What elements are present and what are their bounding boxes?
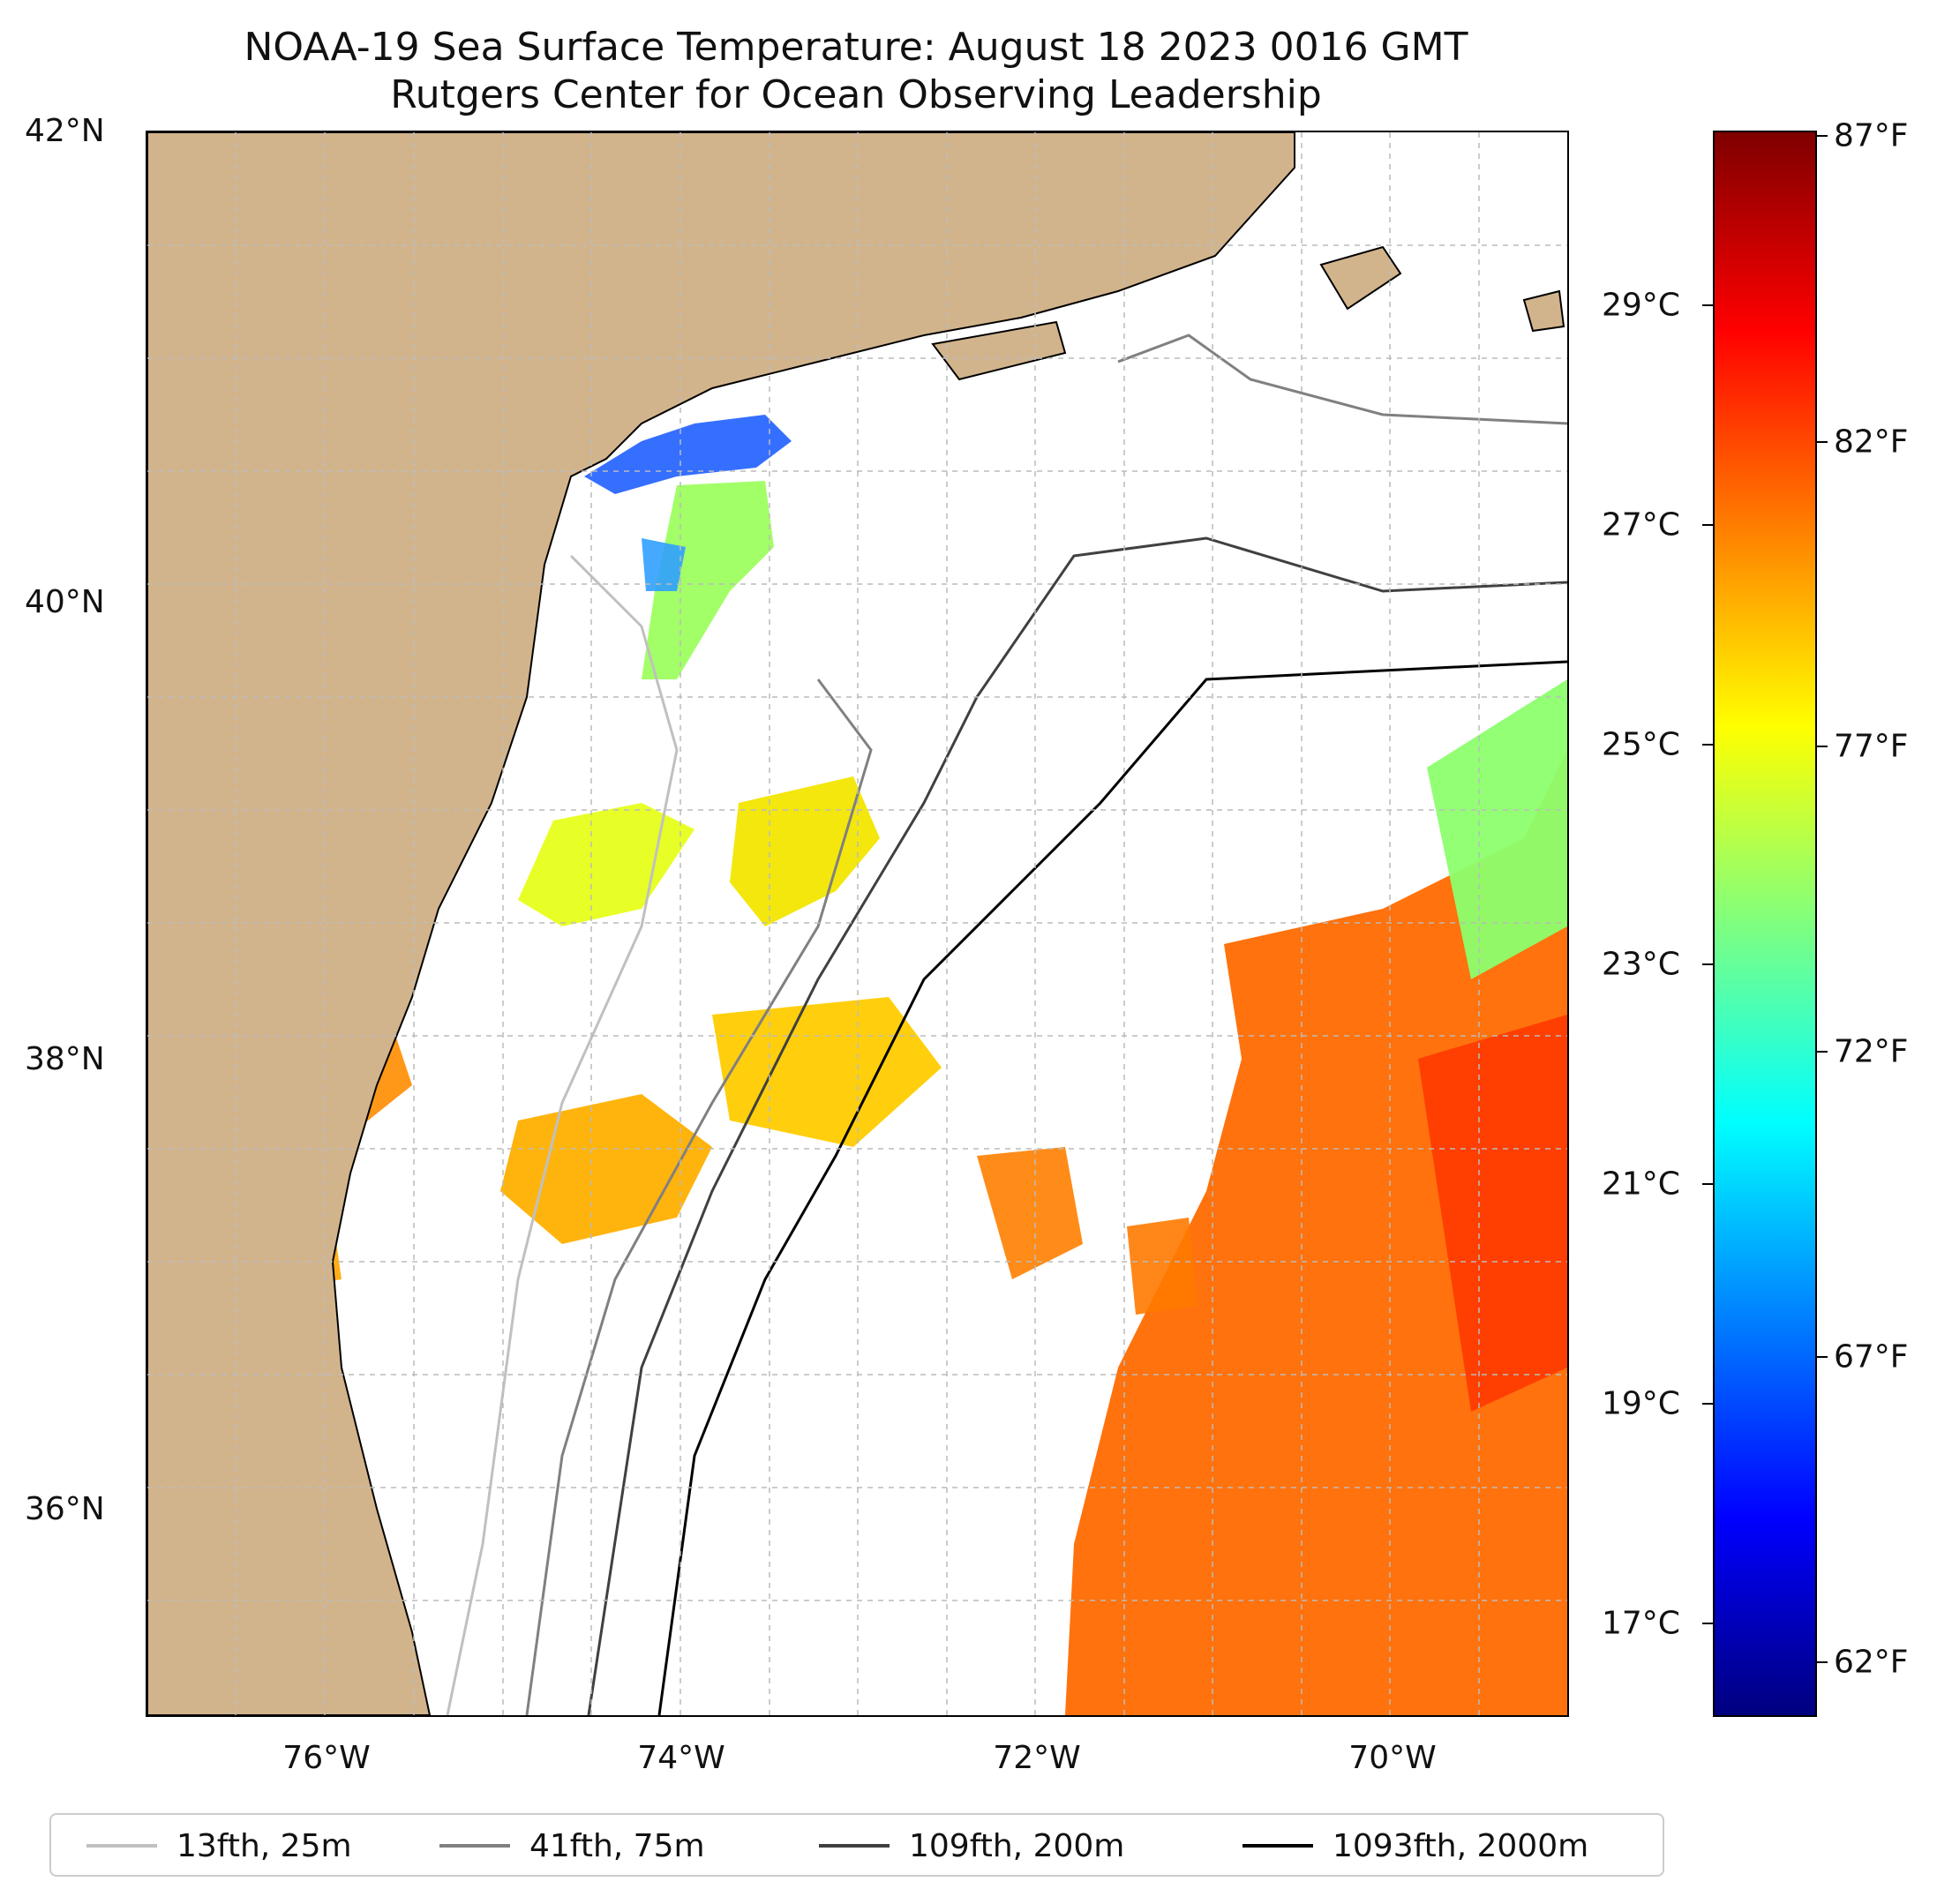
cb-tick-c <box>1702 304 1713 306</box>
fahrenheit-label-67: 67°F <box>1834 1338 1909 1376</box>
contour-legend: 13fth, 25m 41fth, 75m 109fth, 200m 1093f… <box>49 1813 1664 1877</box>
fahrenheit-label-62: 62°F <box>1834 1644 1909 1681</box>
cb-tick-f <box>1817 1661 1828 1663</box>
celsius-label-23: 23°C <box>1602 946 1680 983</box>
cb-tick-c <box>1702 963 1713 965</box>
celsius-label-29: 29°C <box>1602 287 1680 324</box>
cb-tick-f <box>1817 746 1828 747</box>
cb-tick-c <box>1702 744 1713 746</box>
chart-title: NOAA-19 Sea Surface Temperature: August … <box>244 25 1468 70</box>
lon-label-72: 72°W <box>993 1740 1081 1776</box>
lat-label-40: 40°N <box>25 584 105 620</box>
legend-label: 1093fth, 2000m <box>1333 1827 1589 1864</box>
legend-item-2000m: 1093fth, 2000m <box>1243 1825 1588 1866</box>
legend-label: 13fth, 25m <box>176 1827 352 1864</box>
chart-subtitle: Rutgers Center for Ocean Observing Leade… <box>390 72 1322 117</box>
legend-label: 41fth, 75m <box>529 1827 705 1864</box>
lat-label-36: 36°N <box>25 1491 105 1527</box>
fahrenheit-label-82: 82°F <box>1834 424 1909 461</box>
celsius-label-27: 27°C <box>1602 506 1680 543</box>
celsius-label-19: 19°C <box>1602 1385 1680 1422</box>
lon-label-74: 74°W <box>637 1740 725 1776</box>
legend-item-200m: 109fth, 200m <box>819 1825 1124 1866</box>
gridlines <box>147 132 1567 1715</box>
celsius-label-21: 21°C <box>1602 1166 1680 1203</box>
legend-item-25m: 13fth, 25m <box>86 1825 352 1866</box>
sst-map <box>146 131 1569 1717</box>
fahrenheit-label-87: 87°F <box>1834 117 1909 154</box>
fahrenheit-label-72: 72°F <box>1834 1033 1909 1070</box>
cb-tick-f <box>1817 1051 1828 1053</box>
legend-label: 109fth, 200m <box>909 1827 1125 1864</box>
lat-label-42: 42°N <box>25 113 105 149</box>
lon-label-76: 76°W <box>282 1740 371 1776</box>
legend-item-75m: 41fth, 75m <box>439 1825 705 1866</box>
map-canvas <box>147 132 1567 1715</box>
legend-swatch <box>86 1844 157 1848</box>
lat-label-38: 38°N <box>25 1041 105 1077</box>
celsius-label-17: 17°C <box>1602 1605 1680 1642</box>
land-layer <box>147 132 1565 1715</box>
bathymetry-contours <box>446 334 1567 1715</box>
cb-tick-c <box>1702 1623 1713 1624</box>
cb-tick-c <box>1702 1403 1713 1405</box>
cb-tick-f <box>1817 135 1828 137</box>
cb-tick-f <box>1817 1356 1828 1358</box>
celsius-label-25: 25°C <box>1602 726 1680 763</box>
legend-swatch <box>819 1844 890 1848</box>
temperature-colorbar <box>1713 131 1817 1717</box>
legend-swatch <box>439 1844 510 1848</box>
cb-tick-f <box>1817 441 1828 443</box>
fahrenheit-label-77: 77°F <box>1834 728 1909 765</box>
cb-tick-c <box>1702 524 1713 526</box>
lon-label-70: 70°W <box>1348 1740 1437 1776</box>
legend-swatch <box>1243 1844 1313 1848</box>
cb-tick-c <box>1702 1183 1713 1185</box>
